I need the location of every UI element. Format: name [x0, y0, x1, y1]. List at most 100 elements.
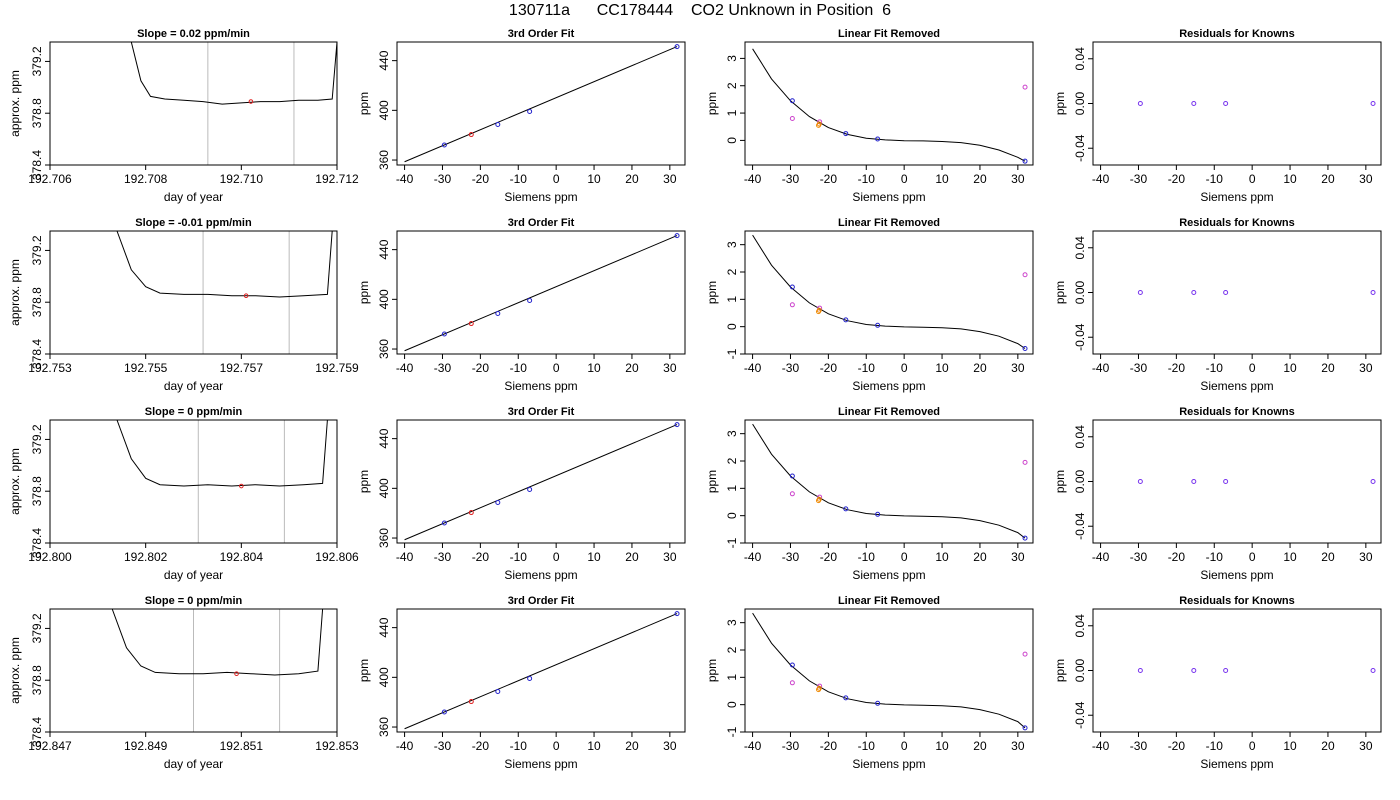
panel-title-r3c1: Slope = 0 ppm/min — [145, 406, 243, 418]
x-tick-label-r4c3-1: -40 — [744, 739, 762, 753]
plot-frame-r4c3 — [744, 608, 1034, 733]
y-axis-label-r1c1: approx. ppm — [8, 70, 22, 137]
y-axis-label-r2c4: ppm — [1053, 281, 1067, 304]
y-tick-label-r1c3-4: 3 — [725, 55, 739, 62]
y-tick-label-r4c3-2: 0 — [725, 701, 739, 708]
unknown-point-r3c3-1 — [789, 491, 795, 497]
x-tick-label-r3c4-6: 10 — [1283, 550, 1297, 564]
y-tick-label-r1c1-1: 378.4 — [30, 150, 44, 180]
x-tick-label-r2c3-4: -10 — [858, 361, 876, 375]
x-tick-label-r1c3-4: -10 — [858, 172, 876, 186]
x-tick-label-r2c2-3: -20 — [472, 361, 490, 375]
panel-r1c1: Slope = 0.02 ppm/min 192.706 192.708 192.71… — [8, 28, 359, 204]
x-tick-label-r1c2-7: 20 — [625, 172, 639, 186]
standard-point-r1c3-1 — [789, 98, 795, 104]
x-tick-label-r3c4-7: 20 — [1321, 550, 1335, 564]
standard-point-r2c2-2 — [495, 310, 501, 316]
plot-area-r4c3 — [752, 612, 1028, 731]
unknown-point-r2c2-1 — [468, 321, 474, 327]
x-tick-label-r3c3-4: -10 — [858, 550, 876, 564]
y-tick-label-r4c4-2: 0.00 — [1073, 658, 1087, 682]
plot-area-r1c3 — [752, 48, 1028, 164]
y-axis-label-r3c2: ppm — [357, 470, 371, 493]
x-tick-label-r3c2-7: 20 — [625, 550, 639, 564]
x-tick-label-r4c2-3: -20 — [472, 739, 490, 753]
panel-r4c4: Residuals for Knowns -40 -30 -20 -10 0 10 20 30 -… — [1053, 595, 1382, 771]
x-tick-label-r3c4-5: 0 — [1249, 550, 1256, 564]
x-tick-label-r2c4-5: 0 — [1249, 361, 1256, 375]
x-tick-label-r3c3-6: 10 — [935, 550, 949, 564]
x-tick-label-r3c2-8: 30 — [663, 550, 677, 564]
fit-line-r4c2 — [404, 613, 678, 730]
x-tick-label-r1c2-5: 0 — [553, 172, 560, 186]
standard-point-r4c3-1 — [789, 662, 795, 668]
plot-area-r4c2 — [404, 611, 680, 730]
x-tick-label-r2c2-2: -30 — [434, 361, 452, 375]
standard-point-r2c2-4 — [674, 233, 680, 239]
y-tick-label-r3c1-2: 378.8 — [30, 476, 44, 506]
residual-point-r2c4-3 — [1223, 290, 1229, 295]
x-axis-label-r2c2: Siemens ppm — [504, 379, 577, 393]
x-tick-label-r1c2-2: -30 — [434, 172, 452, 186]
x-tick-label-r1c1-3: 192.710 — [220, 172, 264, 186]
plot-area-r2c3 — [752, 234, 1028, 352]
x-tick-label-r3c3-1: -40 — [744, 550, 762, 564]
x-tick-label-r1c3-2: -30 — [782, 172, 800, 186]
x-tick-label-r3c3-7: 20 — [973, 550, 987, 564]
y-tick-label-r3c3-5: 3 — [725, 430, 739, 437]
fit-line-r2c2 — [404, 235, 678, 352]
plot-frame-r4c4 — [1092, 608, 1382, 733]
y-tick-label-r4c2-2: 400 — [377, 667, 391, 687]
x-tick-label-r2c3-7: 20 — [973, 361, 987, 375]
residual-point-r2c4-4 — [1370, 290, 1376, 295]
standard-point-r3c2-3 — [527, 486, 533, 492]
y-axis-label-r4c1: approx. ppm — [8, 637, 22, 704]
panel-title-r3c2: 3rd Order Fit — [508, 406, 575, 418]
panel-title-r2c4: Residuals for Knowns — [1179, 217, 1295, 229]
x-axis-label-r1c2: Siemens ppm — [504, 190, 577, 204]
plot-frame-r3c1 — [49, 419, 338, 544]
known-point-r1c3-2 — [816, 121, 822, 127]
panel-r2c4: Residuals for Knowns -40 -30 -20 -10 0 10 20 30 -… — [1053, 217, 1382, 393]
panel-title-r1c3: Linear Fit Removed — [838, 28, 940, 40]
plot-frame-r2c4 — [1092, 230, 1382, 355]
x-tick-label-r2c1-1: 192.753 — [28, 361, 72, 375]
panel-title-r4c1: Slope = 0 ppm/min — [145, 595, 243, 607]
x-axis-label-r4c1: day of year — [164, 757, 223, 771]
standard-point-r1c3-2 — [843, 131, 849, 137]
y-tick-label-r2c1-2: 378.8 — [30, 287, 44, 317]
residual-point-r2c4-2 — [1191, 290, 1197, 295]
panel-title-r2c3: Linear Fit Removed — [838, 217, 940, 229]
x-tick-label-r4c1-2: 192.849 — [124, 739, 168, 753]
x-tick-label-r1c3-1: -40 — [744, 172, 762, 186]
x-tick-label-r3c1-2: 192.802 — [124, 550, 168, 564]
x-tick-label-r4c3-4: -10 — [858, 739, 876, 753]
y-axis-label-r1c4: ppm — [1053, 92, 1067, 115]
x-tick-label-r1c4-5: 0 — [1249, 172, 1256, 186]
standard-point-r1c3-3 — [875, 136, 881, 142]
y-tick-label-r1c1-2: 378.8 — [30, 98, 44, 128]
x-tick-label-r3c3-3: -20 — [820, 550, 838, 564]
fit-line-r3c2 — [404, 424, 678, 541]
plot-frame-r3c2 — [396, 419, 686, 544]
x-tick-label-r2c2-6: 10 — [587, 361, 601, 375]
standard-point-r1c3-4 — [1022, 158, 1028, 164]
y-tick-label-r3c1-1: 378.4 — [30, 528, 44, 558]
x-axis-label-r4c3: Siemens ppm — [852, 757, 925, 771]
mean-marker-r1c1 — [248, 99, 254, 104]
x-axis-label-r1c4: Siemens ppm — [1200, 190, 1273, 204]
x-tick-label-r2c4-6: 10 — [1283, 361, 1297, 375]
panel-title-r1c2: 3rd Order Fit — [508, 28, 575, 40]
x-tick-label-r4c4-5: 0 — [1249, 739, 1256, 753]
x-tick-label-r2c2-1: -40 — [396, 361, 414, 375]
x-tick-label-r4c2-4: -10 — [510, 739, 528, 753]
panel-r2c3: Linear Fit Removed-40 -30 -20 -10 0 10 20 30-10… — [705, 217, 1034, 393]
standard-point-r3c2-1 — [441, 520, 447, 526]
x-axis-label-r2c4: Siemens ppm — [1200, 379, 1273, 393]
x-tick-label-r2c2-7: 20 — [625, 361, 639, 375]
residual-point-r1c4-4 — [1370, 101, 1376, 106]
x-tick-label-r3c3-5: 0 — [901, 550, 908, 564]
y-tick-label-r1c3-3: 2 — [725, 82, 739, 89]
plot-frame-r3c3 — [744, 419, 1034, 544]
